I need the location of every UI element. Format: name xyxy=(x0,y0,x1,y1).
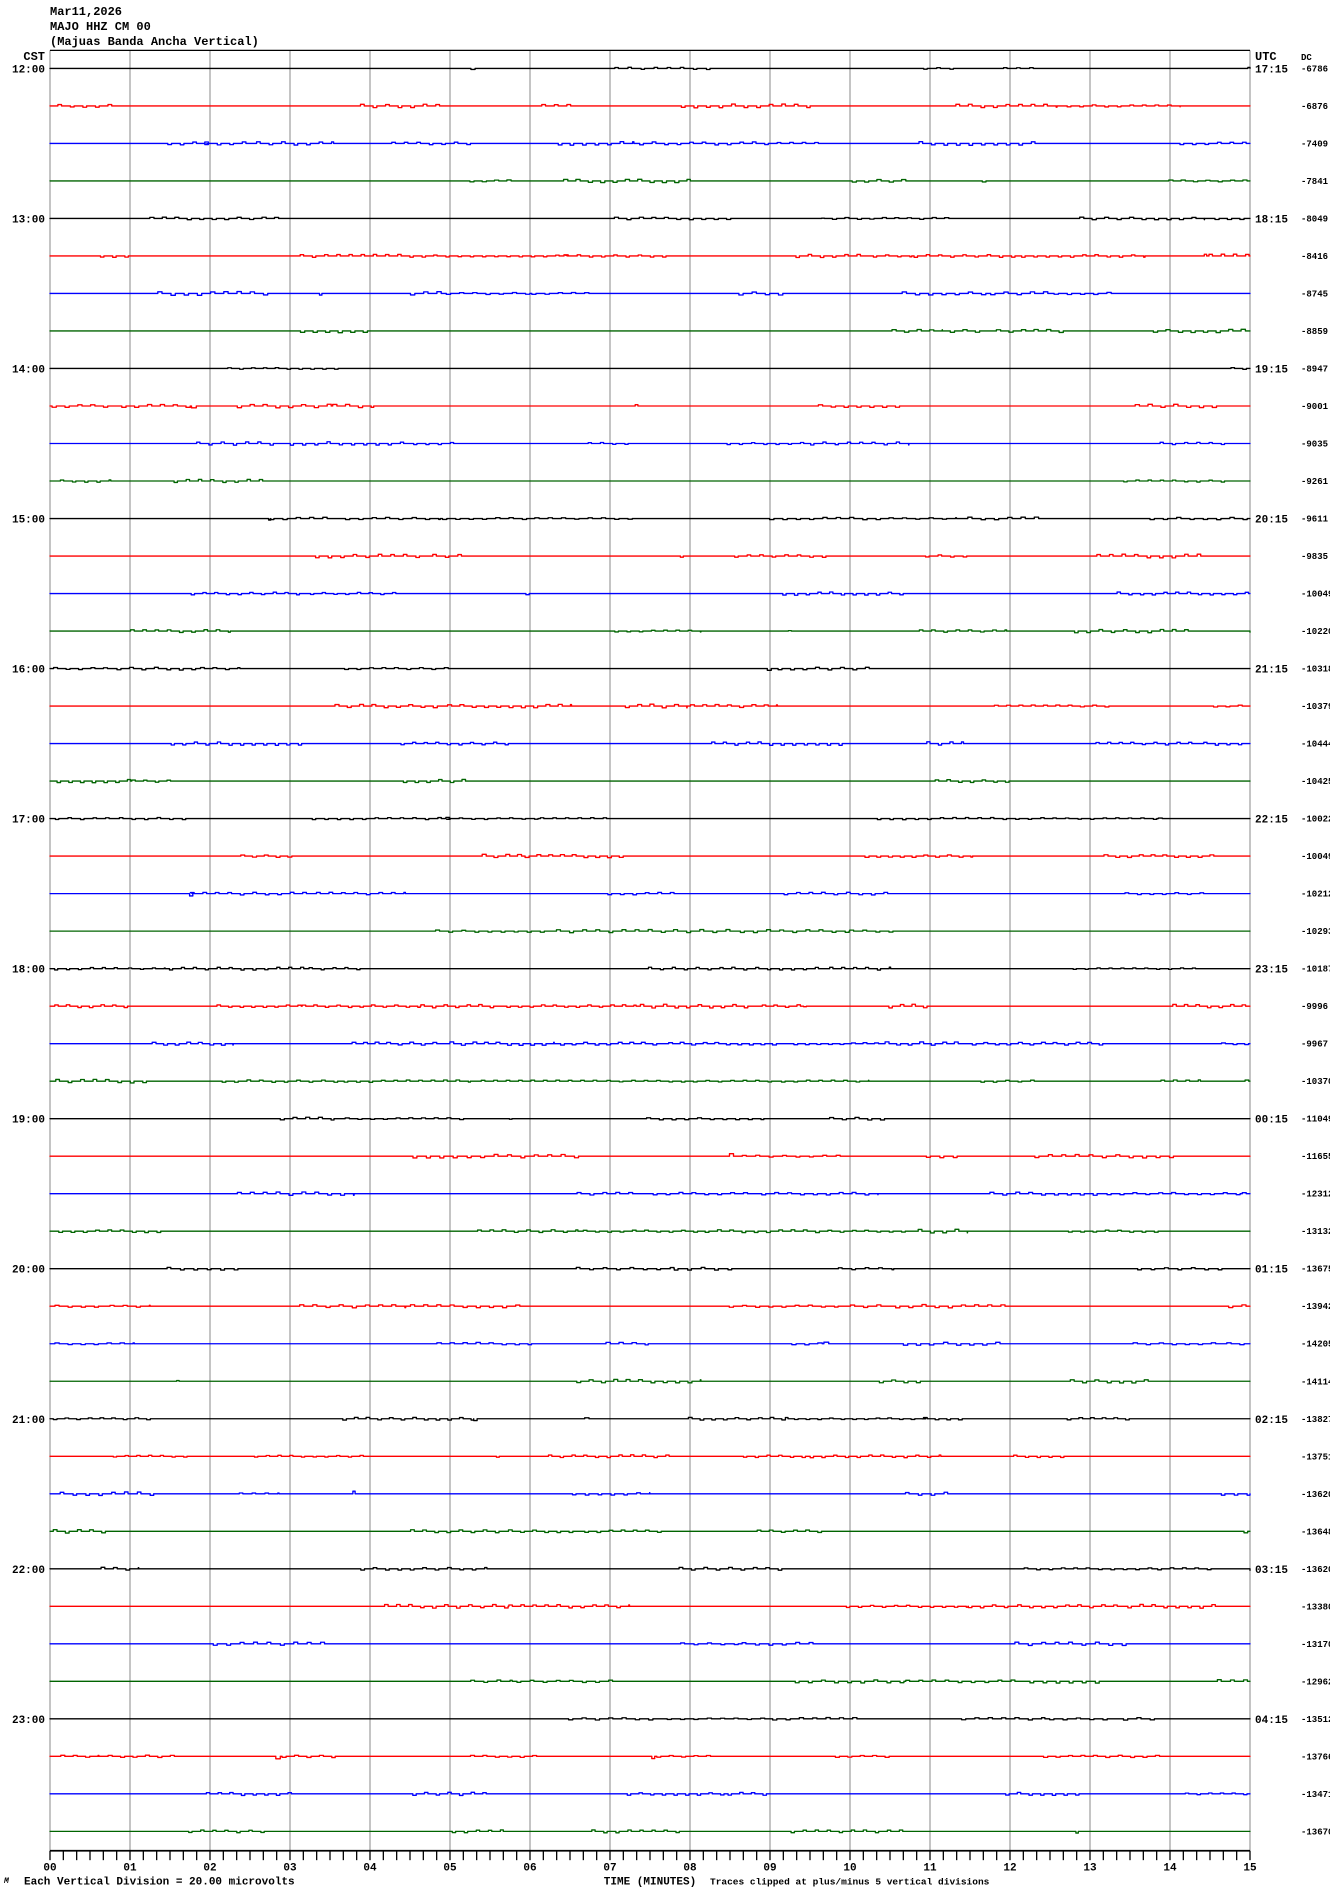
svg-text:23:15: 23:15 xyxy=(1255,965,1288,977)
svg-text:16:00: 16:00 xyxy=(12,665,45,677)
svg-text:-14114: -14114 xyxy=(1301,1377,1330,1387)
svg-text:18:15: 18:15 xyxy=(1255,214,1288,226)
svg-text:Traces clipped at plus/minus 5: Traces clipped at plus/minus 5 vertical … xyxy=(710,1876,990,1887)
svg-text:-12312: -12312 xyxy=(1301,1190,1330,1200)
svg-text:01:15: 01:15 xyxy=(1255,1265,1288,1277)
svg-text:Each Vertical Division = 20.: Each Vertical Division = 20.00 microvolt… xyxy=(24,1876,295,1888)
svg-text:22:15: 22:15 xyxy=(1255,815,1288,827)
svg-text:02: 02 xyxy=(203,1862,216,1874)
svg-text:-13648: -13648 xyxy=(1301,1527,1330,1537)
svg-text:-10022: -10022 xyxy=(1301,815,1330,825)
svg-text:TIME (MINUTES): TIME (MINUTES) xyxy=(604,1876,696,1888)
svg-text:DC: DC xyxy=(1301,53,1312,63)
svg-text:-9967: -9967 xyxy=(1301,1040,1328,1050)
svg-text:-13620: -13620 xyxy=(1301,1565,1330,1575)
svg-text:-13670: -13670 xyxy=(1301,1827,1330,1837)
svg-text:-10379: -10379 xyxy=(1301,702,1330,712)
svg-text:20:15: 20:15 xyxy=(1255,515,1288,527)
svg-text:21:00: 21:00 xyxy=(12,1415,45,1427)
svg-text:11: 11 xyxy=(923,1862,937,1874)
svg-text:00:15: 00:15 xyxy=(1255,1115,1288,1127)
svg-text:-13132: -13132 xyxy=(1301,1227,1330,1237)
svg-text:02:15: 02:15 xyxy=(1255,1415,1288,1427)
svg-text:06: 06 xyxy=(523,1862,536,1874)
svg-text:-8947: -8947 xyxy=(1301,364,1328,374)
svg-text:20:00: 20:00 xyxy=(12,1265,45,1277)
svg-text:-10187: -10187 xyxy=(1301,965,1330,975)
svg-text:04: 04 xyxy=(363,1862,377,1874)
svg-text:CST: CST xyxy=(23,50,45,64)
svg-text:12: 12 xyxy=(1003,1862,1016,1874)
svg-text:-7841: -7841 xyxy=(1301,177,1329,187)
svg-text:MAJO HHZ CM 00: MAJO HHZ CM 00 xyxy=(50,20,151,34)
svg-text:07: 07 xyxy=(603,1862,616,1874)
svg-text:-10318: -10318 xyxy=(1301,665,1330,675)
svg-text:-9035: -9035 xyxy=(1301,440,1328,450)
svg-text:-10293: -10293 xyxy=(1301,927,1330,937)
svg-text:-8416: -8416 xyxy=(1301,252,1328,262)
svg-text:-13620: -13620 xyxy=(1301,1490,1330,1500)
svg-text:21:15: 21:15 xyxy=(1255,665,1288,677)
svg-text:18:00: 18:00 xyxy=(12,965,45,977)
svg-text:-13766: -13766 xyxy=(1301,1752,1330,1762)
svg-text:-10220: -10220 xyxy=(1301,627,1330,637)
svg-text:08: 08 xyxy=(683,1862,697,1874)
svg-text:-13675: -13675 xyxy=(1301,1265,1330,1275)
svg-text:-9611: -9611 xyxy=(1301,515,1329,525)
svg-text:(Majuas Banda Ancha Vertical): (Majuas Banda Ancha Vertical) xyxy=(50,35,259,49)
svg-text:-6786: -6786 xyxy=(1301,64,1328,74)
svg-text:-12962: -12962 xyxy=(1301,1677,1330,1687)
svg-text:10: 10 xyxy=(843,1862,856,1874)
svg-text:05: 05 xyxy=(443,1862,457,1874)
svg-text:19:15: 19:15 xyxy=(1255,364,1288,376)
svg-text:-9996: -9996 xyxy=(1301,1002,1328,1012)
svg-text:-9835: -9835 xyxy=(1301,552,1328,562)
svg-text:14:00: 14:00 xyxy=(12,364,45,376)
svg-text:-13380: -13380 xyxy=(1301,1602,1330,1612)
svg-text:-13471: -13471 xyxy=(1301,1790,1330,1800)
svg-text:-9261: -9261 xyxy=(1301,477,1329,487)
svg-text:13: 13 xyxy=(1083,1862,1097,1874)
svg-text:23:00: 23:00 xyxy=(12,1715,45,1727)
svg-text:04:15: 04:15 xyxy=(1255,1715,1288,1727)
svg-text:-13942: -13942 xyxy=(1301,1302,1330,1312)
svg-text:17:00: 17:00 xyxy=(12,815,45,827)
svg-text:-7409: -7409 xyxy=(1301,139,1328,149)
svg-text:Mar11,2026: Mar11,2026 xyxy=(50,5,122,19)
svg-text:-13827: -13827 xyxy=(1301,1415,1330,1425)
svg-text:03: 03 xyxy=(283,1862,297,1874)
svg-text:UTC: UTC xyxy=(1255,50,1277,64)
svg-text:12:00: 12:00 xyxy=(12,64,45,76)
svg-text:13:00: 13:00 xyxy=(12,214,45,226)
svg-text:-6876: -6876 xyxy=(1301,102,1328,112)
svg-text:19:00: 19:00 xyxy=(12,1115,45,1127)
svg-text:-13751: -13751 xyxy=(1301,1452,1330,1462)
svg-text:09: 09 xyxy=(763,1862,776,1874)
svg-text:15: 15 xyxy=(1243,1862,1257,1874)
svg-text:-8049: -8049 xyxy=(1301,214,1328,224)
svg-text:22:00: 22:00 xyxy=(12,1565,45,1577)
svg-text:00: 00 xyxy=(43,1862,56,1874)
svg-text:15:00: 15:00 xyxy=(12,515,45,527)
svg-text:-10444: -10444 xyxy=(1301,740,1330,750)
svg-text:17:15: 17:15 xyxy=(1255,64,1288,76)
svg-text:-9001: -9001 xyxy=(1301,402,1329,412)
svg-text:-11049: -11049 xyxy=(1301,1115,1330,1125)
svg-text:-8859: -8859 xyxy=(1301,327,1328,337)
svg-text:14: 14 xyxy=(1163,1862,1177,1874)
svg-text:-13512: -13512 xyxy=(1301,1715,1330,1725)
svg-text:-10049: -10049 xyxy=(1301,590,1330,600)
svg-text:-8745: -8745 xyxy=(1301,289,1328,299)
svg-text:-11655: -11655 xyxy=(1301,1152,1330,1162)
svg-text:-13170: -13170 xyxy=(1301,1640,1330,1650)
svg-text:-14205: -14205 xyxy=(1301,1340,1330,1350)
svg-text:-10049: -10049 xyxy=(1301,852,1330,862)
svg-text:-10212: -10212 xyxy=(1301,890,1330,900)
svg-text:03:15: 03:15 xyxy=(1255,1565,1288,1577)
svg-text:01: 01 xyxy=(123,1862,137,1874)
svg-text:-10425: -10425 xyxy=(1301,777,1330,787)
